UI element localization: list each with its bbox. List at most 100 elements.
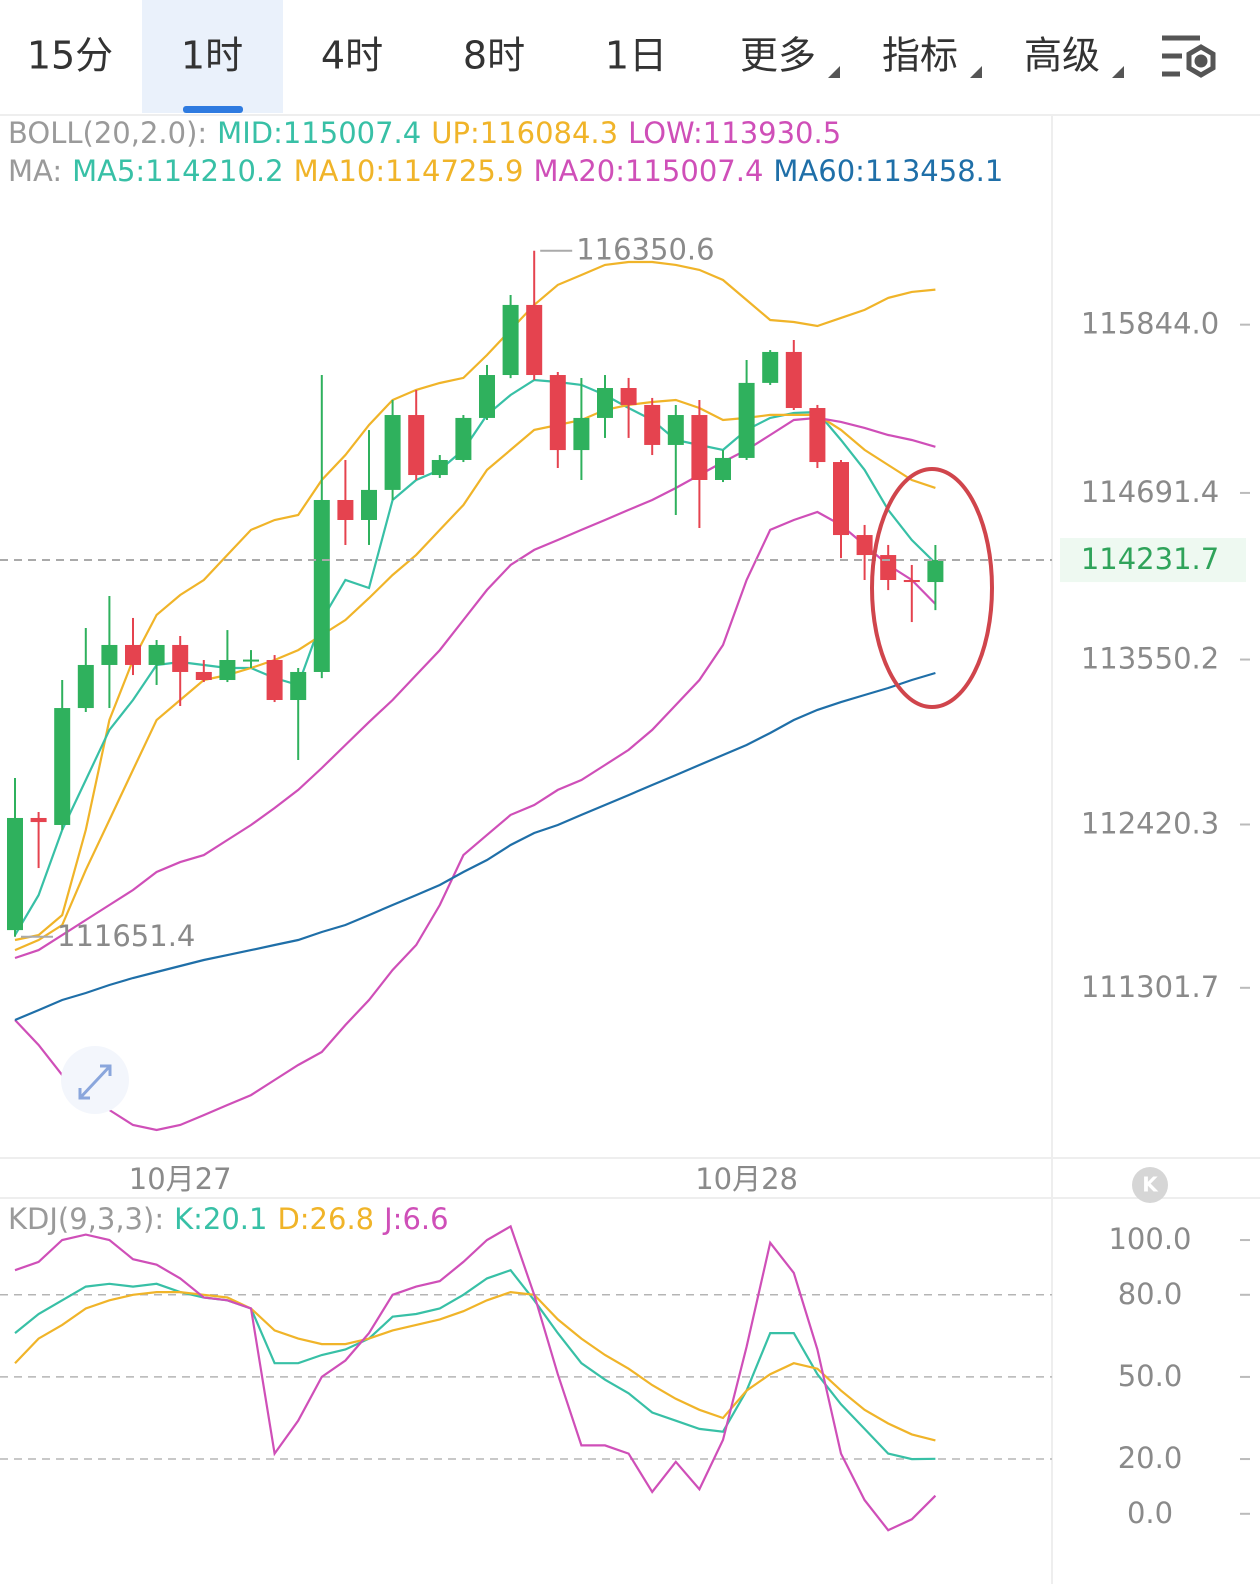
y-tick-label: 111301.7 [1081,970,1219,1004]
legend-entry: J:6.6 [382,1202,448,1236]
indicator-group-label: BOLL(20,2.0): [8,116,207,150]
candle-body [691,415,708,480]
legend-entry: D:26.8 [277,1202,374,1236]
legend-entry: MA60:113458.1 [773,154,1003,188]
candle-body [479,375,495,418]
legend-entry: MA10:114725.9 [294,154,524,188]
tab[interactable]: 更多 [740,34,816,78]
chart-title: KDJ(9,3,3): [8,1202,164,1236]
price-chart: 115844.0 114691.4 113550.2 112420.3 111301.7… [0,116,1250,1196]
candle-body [762,351,779,383]
annotation-label: 116350.6 [576,233,714,267]
tab[interactable]: 15分 [27,34,113,78]
candle-body [644,404,661,445]
candle-body [809,408,826,463]
candle-body [219,660,236,681]
tab[interactable]: 指标 [882,34,958,78]
active-tab-indicator [183,106,243,113]
x-tick-label: 10月28 [695,1162,798,1196]
indicator-header: BOLL(20,2.0): MID:115007.4 UP:116084.3 LOW:… [8,116,841,150]
tab-bar: 15分 1时 4时 8时 1日 更多 指标 高级 [27,34,1124,78]
candle-body [125,644,141,665]
active-tab-bg [142,0,283,113]
candle-body [715,457,731,480]
x-tick-label: 10月27 [129,1162,232,1196]
indicator-line [14,416,936,960]
last-price-label: 114231.7 [1081,542,1219,576]
indicator-header: KDJ(9,3,3): K:20.1 D:26.8 J:6.6 [8,1202,449,1236]
candle-body [30,817,47,823]
y-tick-label: 112420.3 [1081,806,1219,840]
tab[interactable]: 1日 [605,34,667,78]
highlight-circle [870,467,994,709]
y-tick-label: 113550.2 [1081,642,1219,676]
candle-body [903,579,920,583]
settings-icon[interactable] [1162,35,1216,78]
candle-body [337,499,354,520]
kdj-line [14,1224,937,1532]
y-tick-label: 100.0 [1108,1222,1191,1256]
candle-body [172,644,189,672]
candle-body [856,535,873,556]
candle-body [597,388,613,418]
candle-body [620,388,637,405]
candle-body [667,415,684,445]
candle-body [431,459,448,476]
y-tick-label: 50.0 [1118,1359,1183,1393]
candle-body [738,382,755,458]
tab[interactable]: 8时 [463,34,525,78]
candle-body [573,417,590,451]
legend-entry: MID:115007.4 [217,116,421,150]
tab[interactable]: 4时 [321,34,383,78]
indicator-line [14,510,937,1132]
candle-body [455,417,472,460]
legend-entry: K:20.1 [174,1202,267,1236]
candle-body [54,708,71,825]
candle-body [148,644,165,665]
kdj-line [14,1268,936,1461]
dropdown-caret [970,66,982,78]
candle-body [266,660,283,701]
tab[interactable]: 1时 [181,34,243,78]
indicator-line [14,260,936,942]
candle-body [243,659,259,662]
candle-body [408,415,425,476]
legend-entry: LOW:113930.5 [628,116,841,150]
y-tick-label: 80.0 [1118,1277,1183,1311]
indicator-line [14,671,936,1022]
y-tick-label: 0.0 [1127,1496,1173,1530]
expand-button[interactable] [61,1046,129,1114]
candle-body [927,560,944,583]
candle-body [526,304,543,376]
indicator-header: MA: MA5:114210.2 MA10:114725.9 MA20:115007.… [8,154,1003,188]
y-tick-label: 20.0 [1118,1441,1183,1475]
candle-body [549,375,566,451]
candle-body [502,304,519,376]
kdj-chart: 100.0 80.0 50.0 20.0 0.0 KDJ(9,3,3): K:20.1 D:2… [0,1202,1250,1532]
candle-body [101,644,118,665]
candle-body [195,671,212,681]
legend-entry: UP:116084.3 [431,116,618,150]
kdj-line [14,1290,936,1442]
candle-body [290,671,307,701]
dropdown-caret [828,66,840,78]
k-button-label[interactable]: K [1142,1173,1159,1197]
legend-entry: MA20:115007.4 [534,154,764,188]
candle-body [77,664,94,709]
y-tick-label: 114691.4 [1081,475,1219,509]
candle-body [785,351,802,409]
k-button[interactable] [1132,1167,1168,1203]
candle-body [880,555,897,580]
dropdown-caret [1112,66,1124,78]
candle-body [833,462,849,536]
candle-body [7,817,23,931]
candle-body [384,415,401,490]
legend-entry: MA5:114210.2 [72,154,283,188]
candle-body [313,499,330,672]
tab[interactable]: 高级 [1024,34,1100,78]
candle-body [361,489,377,520]
indicator-group-label: MA: [8,154,62,188]
